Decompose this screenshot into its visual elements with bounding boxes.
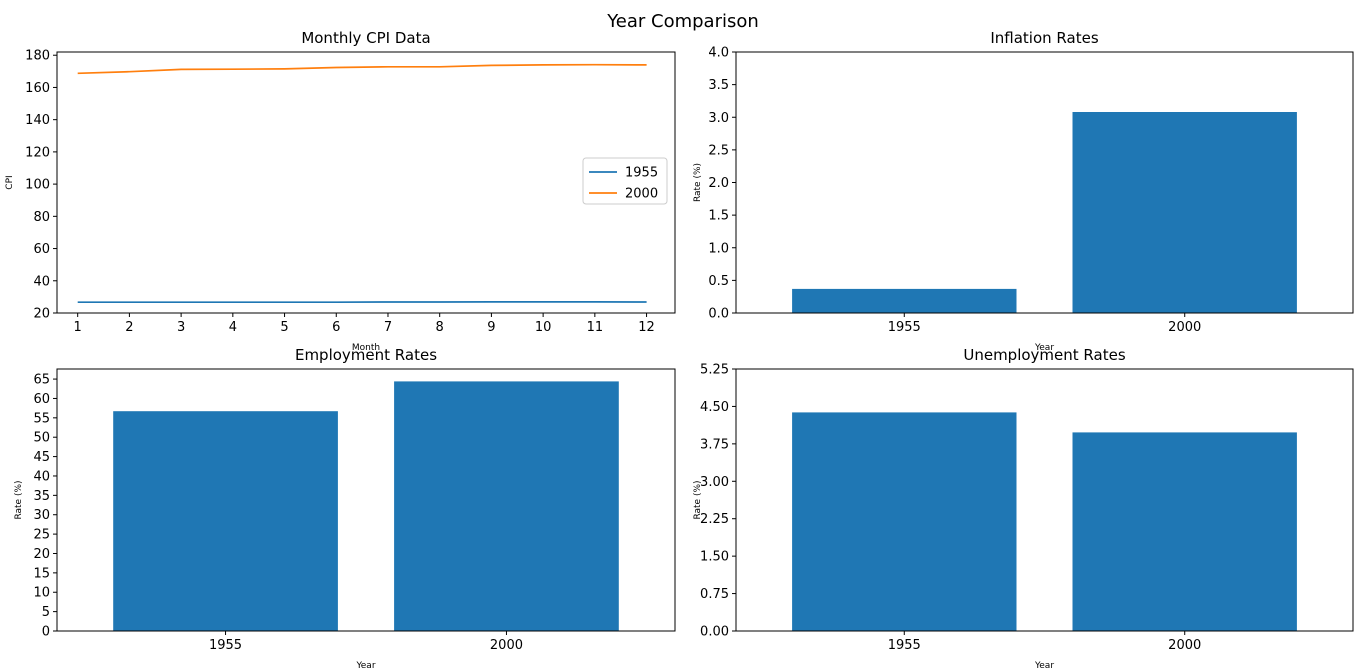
y-tick-label: 100	[25, 178, 50, 193]
y-tick-label: 25	[33, 528, 50, 543]
y-tick-label: 140	[25, 113, 50, 128]
x-tick-label: 1955	[209, 638, 242, 653]
chart-panel-2: Inflation Rates 0.0 0.5 1.0 1.5 2.0 2.5 3.0 3.5 4…	[693, 29, 1354, 353]
y-tick-label: 2.0	[708, 176, 729, 191]
legend-label: 1955	[625, 166, 658, 181]
x-tick-label: 5	[280, 320, 288, 335]
figure-title: Year Comparison	[606, 11, 759, 32]
x-tick-label: 1	[74, 320, 82, 335]
y-tick-label: 55	[33, 411, 50, 426]
bar-2000	[394, 381, 619, 631]
y-tick-label: 0.75	[700, 587, 729, 602]
y-tick-label: 0	[42, 625, 50, 640]
y-tick-label: 60	[33, 242, 50, 257]
x-tick-label: 4	[229, 320, 237, 335]
y-axis-label: CPI	[5, 175, 15, 189]
y-tick-label: 65	[33, 373, 50, 388]
bar-1955	[792, 412, 1017, 631]
bar-2000	[1072, 432, 1297, 631]
x-tick-label: 11	[587, 320, 604, 335]
x-tick-label: 9	[487, 320, 495, 335]
y-tick-label: 0.0	[708, 307, 729, 322]
y-tick-label: 4.0	[708, 46, 729, 61]
legend-label: 2000	[625, 187, 658, 202]
y-tick-label: 120	[25, 145, 50, 160]
chart-panel-3: Employment Rates 0 5 10 15 20 25 30 35 40 45 50 55 60…	[14, 346, 676, 671]
y-tick-label: 35	[33, 489, 50, 504]
y-axis-label: Rate (%)	[693, 163, 703, 202]
y-tick-label: 80	[33, 210, 50, 225]
y-tick-label: 10	[33, 586, 50, 601]
y-tick-label: 3.75	[700, 437, 729, 452]
x-tick-label: 12	[638, 320, 655, 335]
x-tick-label: 2000	[490, 638, 523, 653]
bar-1955	[113, 411, 338, 631]
y-tick-label: 40	[33, 274, 50, 289]
chart-title: Employment Rates	[295, 346, 437, 364]
y-tick-label: 5.25	[700, 363, 729, 378]
y-tick-label: 20	[33, 307, 50, 322]
y-tick-label: 50	[33, 431, 50, 446]
chart-panel-4: Unemployment Rates 0.00 0.75 1.50 2.25 3.00 3.…	[693, 346, 1354, 671]
y-tick-label: 1.50	[700, 550, 729, 565]
x-tick-label: 1955	[888, 320, 921, 335]
bar-1955	[792, 288, 1017, 313]
y-tick-label: 15	[33, 566, 50, 581]
x-tick-label: 2000	[1168, 638, 1201, 653]
y-tick-label: 0.5	[708, 274, 729, 289]
y-tick-label: 40	[33, 469, 50, 484]
x-tick-label: 8	[436, 320, 444, 335]
y-tick-label: 1.5	[708, 209, 729, 224]
y-tick-label: 2.5	[708, 143, 729, 158]
y-tick-label: 30	[33, 508, 50, 523]
y-tick-label: 1.0	[708, 241, 729, 256]
y-tick-label: 180	[25, 49, 50, 64]
y-axis-label: Rate (%)	[14, 480, 24, 519]
y-tick-label: 2.25	[700, 512, 729, 527]
x-axis-label: Year	[1034, 343, 1054, 353]
chart-panel-1: Monthly CPI Data 20 40 60 80 100 120 140 160 180 1…	[5, 29, 676, 353]
x-tick-label: 1955	[888, 638, 921, 653]
axes-frame	[56, 368, 676, 632]
y-tick-label: 160	[25, 81, 50, 96]
y-tick-label: 20	[33, 547, 50, 562]
bar-2000	[1072, 112, 1297, 313]
chart-legend: 1955 2000	[582, 157, 668, 205]
y-tick-label: 3.00	[700, 475, 729, 490]
y-axis-label: Rate (%)	[693, 480, 703, 519]
x-axis-label: Year	[355, 661, 375, 671]
axes-frame	[735, 368, 1354, 632]
y-tick-label: 60	[33, 392, 50, 407]
y-tick-label: 0.00	[700, 625, 729, 640]
chart-title: Inflation Rates	[990, 29, 1098, 47]
chart-title: Unemployment Rates	[963, 346, 1125, 364]
x-tick-label: 3	[177, 320, 185, 335]
y-tick-label: 4.50	[700, 400, 729, 415]
x-axis-label: Year	[1034, 661, 1054, 671]
x-tick-label: 7	[384, 320, 392, 335]
y-tick-label: 45	[33, 450, 50, 465]
series-line-2000	[77, 63, 647, 75]
x-axis-label: Month	[352, 343, 380, 353]
y-tick-label: 3.5	[708, 78, 729, 93]
x-tick-label: 10	[535, 320, 552, 335]
axes-frame	[735, 51, 1354, 314]
x-tick-label: 6	[332, 320, 340, 335]
axes-frame	[56, 51, 676, 314]
y-tick-label: 5	[42, 605, 50, 620]
chart-title: Monthly CPI Data	[301, 29, 430, 47]
x-tick-label: 2000	[1168, 320, 1201, 335]
y-tick-label: 3.0	[708, 111, 729, 126]
x-tick-label: 2	[125, 320, 133, 335]
